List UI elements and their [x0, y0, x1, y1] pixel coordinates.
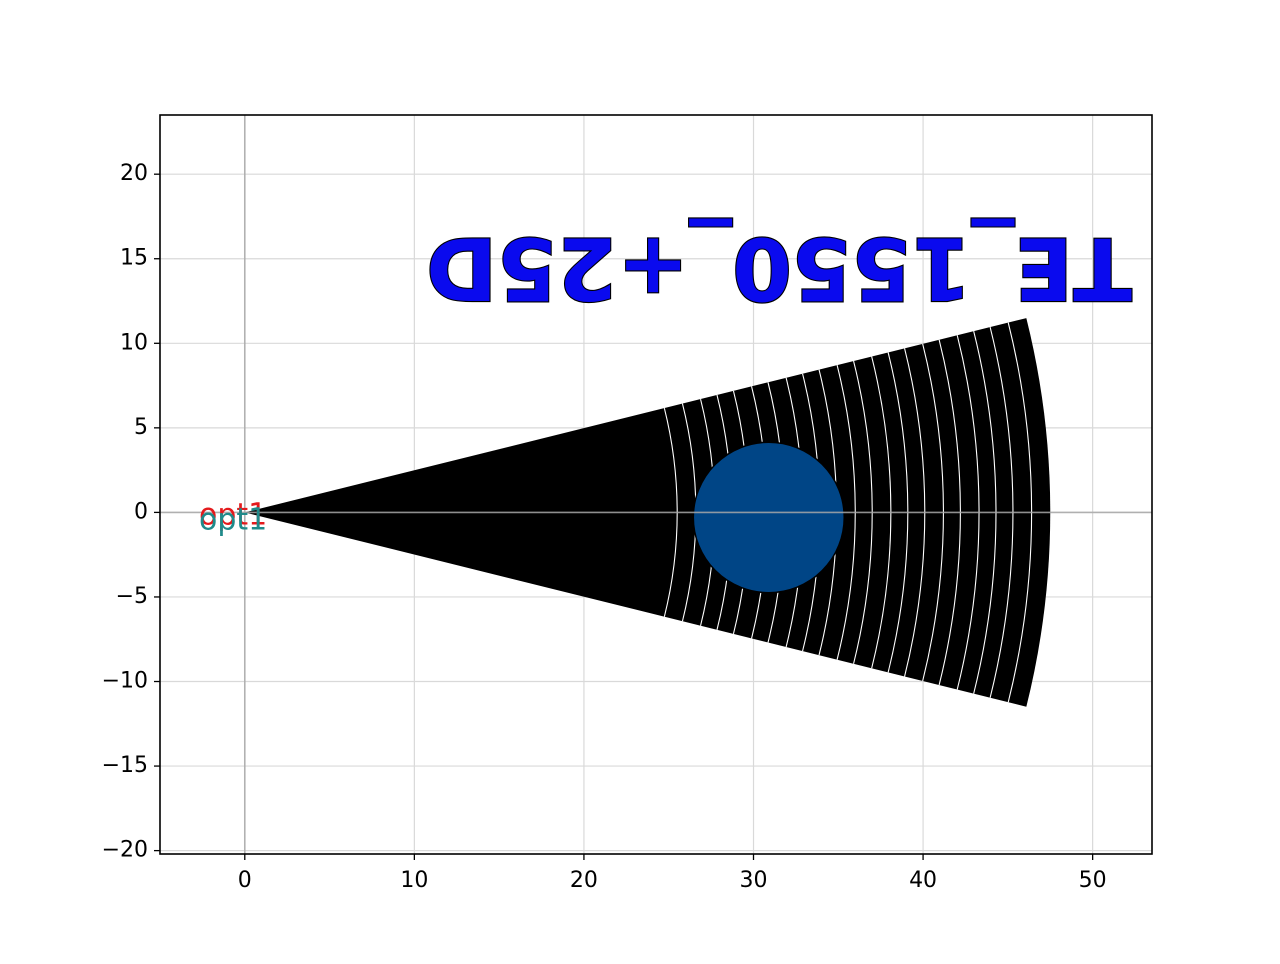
x-tick-label: 20	[570, 868, 598, 893]
x-tick-label: 10	[400, 868, 428, 893]
tick-layer: 0 10 20 30 40 50 −20 −15 −10 −5 0 5 10 15 20	[102, 161, 1107, 893]
point-label: opt1	[199, 497, 267, 532]
y-tick-label: 15	[120, 246, 148, 271]
y-tick-label: 10	[120, 330, 148, 355]
y-tick-label: −10	[102, 669, 148, 694]
mirrored-label: TE_1550_+25D	[426, 218, 1132, 318]
x-tick-label: 40	[909, 868, 937, 893]
circle-marker	[692, 441, 845, 594]
y-tick-label: −5	[116, 584, 148, 609]
y-tick-label: 5	[134, 415, 148, 440]
y-tick-label: −20	[102, 838, 148, 863]
y-tick-label: 0	[134, 499, 148, 524]
x-tick-label: 0	[238, 868, 252, 893]
plot-frame	[159, 114, 1153, 855]
y-tick-label: 20	[120, 161, 148, 186]
origin-lines	[160, 115, 1152, 854]
x-tick-label: 50	[1079, 868, 1107, 893]
x-tick-label: 30	[740, 868, 768, 893]
point-label: opt1	[199, 502, 267, 537]
y-tick-label: −15	[102, 753, 148, 778]
